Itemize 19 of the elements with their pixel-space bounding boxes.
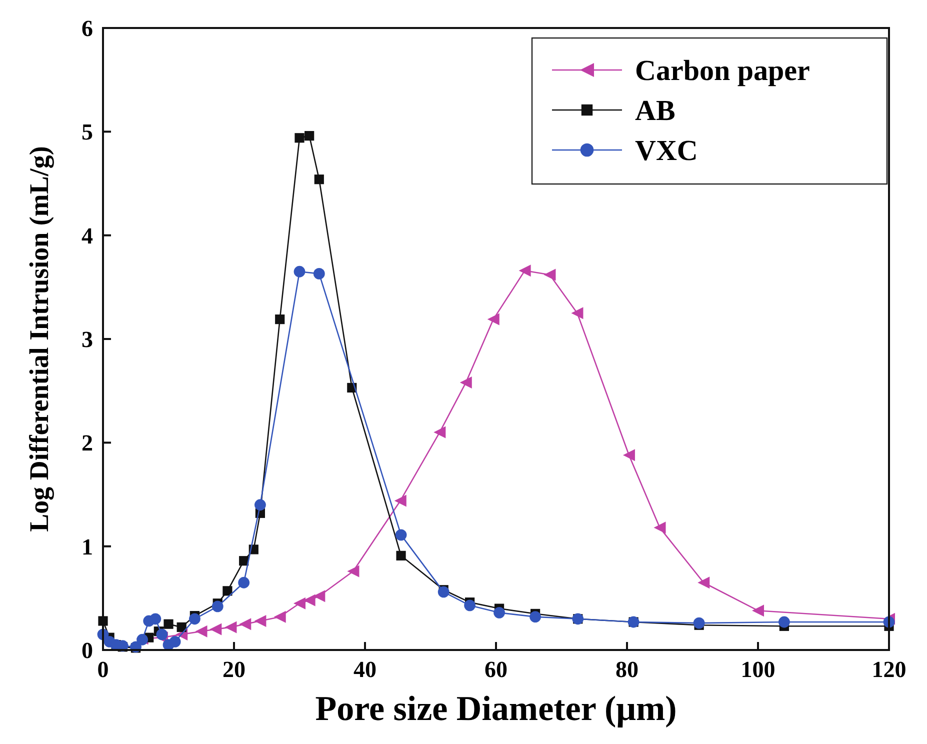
- x-tick-label: 60: [484, 657, 508, 682]
- x-tick-label: 40: [354, 657, 376, 682]
- y-tick-label: 3: [82, 327, 93, 352]
- y-axis-title: Log Differential Intrusion (mL/g): [24, 146, 54, 532]
- x-tick-label: 80: [616, 657, 638, 682]
- x-tick-label: 100: [740, 657, 776, 682]
- x-axis-title: Pore size Diameter (μm): [315, 689, 677, 728]
- x-tick-label: 20: [222, 657, 246, 682]
- legend-label: AB: [635, 95, 676, 127]
- y-tick-label: 4: [82, 223, 94, 248]
- y-tick-label: 0: [82, 638, 93, 663]
- x-tick-label: 0: [97, 657, 109, 682]
- legend-label: VXC: [635, 135, 698, 167]
- y-tick-label: 1: [82, 534, 93, 560]
- y-tick-label: 6: [82, 16, 93, 41]
- y-tick-label: 2: [82, 430, 93, 456]
- y-tick-label: 5: [82, 120, 93, 145]
- x-tick-label: 120: [872, 657, 906, 682]
- legend-label: Carbon paper: [635, 55, 810, 87]
